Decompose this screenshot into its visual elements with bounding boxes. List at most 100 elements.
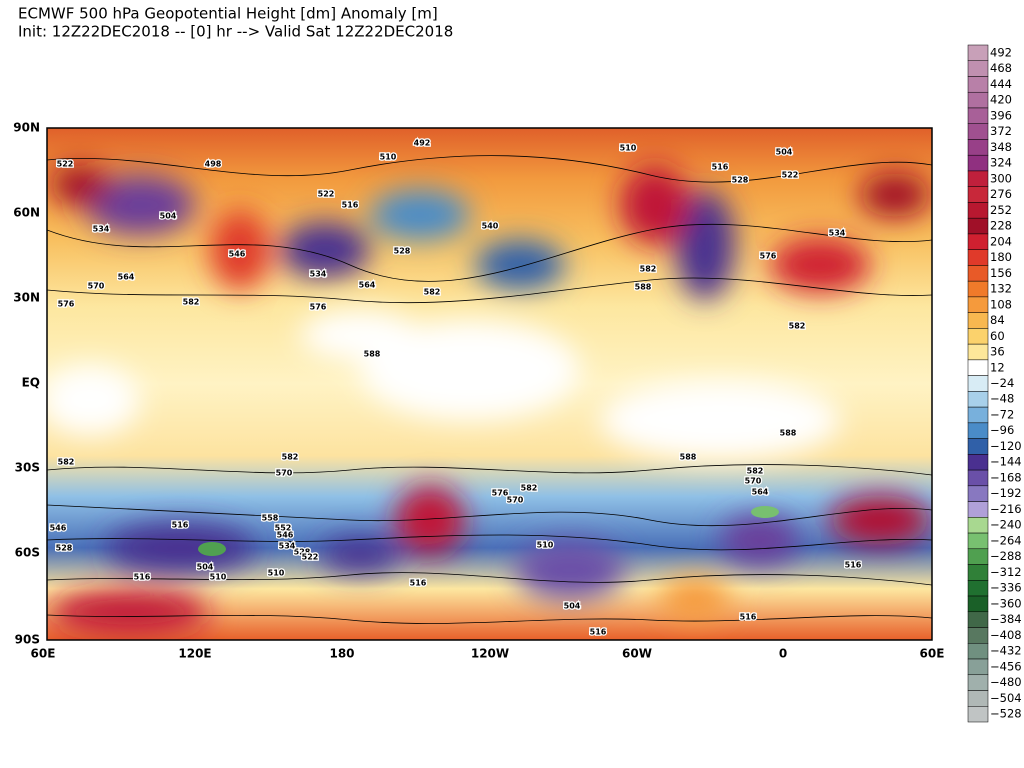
colorbar-swatch bbox=[967, 359, 989, 376]
colorbar-swatch bbox=[967, 627, 989, 644]
contour-label: 570 bbox=[88, 282, 105, 291]
contour-label: 588 bbox=[680, 453, 697, 462]
contour-label: 498 bbox=[205, 160, 222, 169]
contour-label: 528 bbox=[294, 548, 311, 557]
colorbar-swatch bbox=[967, 532, 989, 550]
colorbar-label: 60 bbox=[990, 329, 1005, 343]
colorbar-swatch bbox=[967, 91, 989, 109]
contour-label: 522 bbox=[302, 553, 319, 562]
colorbar-swatch bbox=[967, 249, 989, 266]
colorbar-swatch bbox=[967, 391, 989, 408]
contour-label: 570 bbox=[745, 477, 762, 486]
contour-label: 534 bbox=[829, 229, 846, 238]
colorbar-swatch bbox=[967, 690, 989, 707]
colorbar-label: −528 bbox=[990, 707, 1022, 721]
colorbar-label: −192 bbox=[990, 486, 1022, 500]
colorbar-label: 348 bbox=[990, 140, 1012, 154]
colorbar-label: 180 bbox=[990, 250, 1012, 264]
colorbar-label: 84 bbox=[990, 313, 1005, 327]
contour-label: 582 bbox=[424, 288, 441, 297]
contour-label: 564 bbox=[752, 488, 769, 497]
contour-label: 564 bbox=[118, 273, 135, 282]
contour-label: 582 bbox=[747, 467, 764, 476]
contour-label: 504 bbox=[564, 602, 581, 611]
colorbar-swatch bbox=[967, 422, 989, 439]
colorbar-label: −96 bbox=[990, 423, 1014, 437]
colorbar-swatch bbox=[967, 469, 989, 487]
contour-label: 522 bbox=[57, 160, 74, 169]
colorbar-swatch bbox=[967, 343, 989, 361]
colorbar-swatch bbox=[967, 658, 989, 676]
colorbar-swatch bbox=[967, 564, 989, 581]
colorbar-swatch bbox=[967, 154, 989, 172]
colorbar-label: 36 bbox=[990, 345, 1005, 359]
colorbar-label: −504 bbox=[990, 691, 1022, 705]
contour-label: 546 bbox=[229, 250, 246, 259]
contour-label: 516 bbox=[410, 579, 427, 588]
colorbar-swatch bbox=[967, 454, 989, 471]
colorbar-swatch bbox=[967, 265, 989, 282]
contour-label: 576 bbox=[492, 489, 509, 498]
colorbar-label: −432 bbox=[990, 644, 1022, 658]
contour-label: 492 bbox=[414, 139, 431, 148]
colorbar-label: −216 bbox=[990, 502, 1022, 516]
contour-label: 516 bbox=[134, 573, 151, 582]
colorbar-swatch bbox=[967, 595, 989, 613]
contour-label: 516 bbox=[172, 521, 189, 530]
lon-label: 0 bbox=[779, 647, 787, 661]
colorbar-label: 468 bbox=[990, 61, 1012, 75]
colorbar-label: 372 bbox=[990, 124, 1012, 138]
colorbar-label: 108 bbox=[990, 297, 1012, 311]
colorbar-label: −312 bbox=[990, 565, 1022, 579]
lon-label: 60W bbox=[622, 647, 652, 661]
colorbar-swatch bbox=[967, 123, 989, 140]
colorbar-swatch bbox=[967, 674, 989, 691]
colorbar-swatch bbox=[967, 44, 989, 61]
lat-label: 90S bbox=[15, 633, 40, 647]
colorbar-label: −48 bbox=[990, 392, 1014, 406]
contour-label: 588 bbox=[364, 350, 381, 359]
lon-label: 180 bbox=[329, 647, 354, 661]
contour-label: 534 bbox=[310, 270, 327, 279]
lat-label: EQ bbox=[22, 376, 40, 390]
colorbar-swatch bbox=[967, 517, 989, 534]
contour-label: 528 bbox=[394, 247, 411, 256]
colorbar-swatch bbox=[967, 438, 989, 455]
colorbar-label: −288 bbox=[990, 549, 1022, 563]
contour-label: 504 bbox=[776, 148, 793, 157]
contour-label: 516 bbox=[712, 163, 729, 172]
contour-label: 510 bbox=[380, 153, 397, 162]
colorbar-label: 228 bbox=[990, 219, 1012, 233]
contour-label: 564 bbox=[359, 281, 376, 290]
colorbar-label: 276 bbox=[990, 187, 1012, 201]
contour-label: 504 bbox=[197, 563, 214, 572]
colorbar-label: 420 bbox=[990, 93, 1012, 107]
colorbar-label: −384 bbox=[990, 612, 1022, 626]
contour-label: 522 bbox=[782, 171, 799, 180]
colorbar-swatch bbox=[967, 217, 989, 235]
subtitle: Init: 12Z22DEC2018 -- [0] hr --> Valid S… bbox=[18, 23, 453, 41]
contour-label: 546 bbox=[50, 524, 67, 533]
contour-label: 582 bbox=[789, 322, 806, 331]
colorbar-label: 492 bbox=[990, 45, 1012, 59]
lat-label: 90N bbox=[13, 121, 40, 135]
colorbar-label: 252 bbox=[990, 203, 1012, 217]
contour-label: 516 bbox=[590, 628, 607, 637]
contour-label: 510 bbox=[537, 541, 554, 550]
contour-label: 510 bbox=[268, 569, 285, 578]
contour-label: 510 bbox=[620, 144, 637, 153]
contour-label: 582 bbox=[58, 458, 75, 467]
colorbar-swatch bbox=[967, 706, 989, 723]
colorbar-swatch bbox=[967, 328, 989, 345]
colorbar-swatch bbox=[967, 643, 989, 660]
colorbar-label: 396 bbox=[990, 108, 1012, 122]
contour-label: 582 bbox=[521, 484, 538, 493]
colorbar-swatch bbox=[967, 312, 989, 329]
colorbar-label: 300 bbox=[990, 171, 1012, 185]
colorbar-swatch bbox=[967, 580, 989, 597]
colorbar-label: −240 bbox=[990, 518, 1022, 532]
colorbar-label: −408 bbox=[990, 628, 1022, 642]
colorbar-swatch bbox=[967, 107, 989, 124]
colorbar-swatch bbox=[967, 406, 989, 424]
